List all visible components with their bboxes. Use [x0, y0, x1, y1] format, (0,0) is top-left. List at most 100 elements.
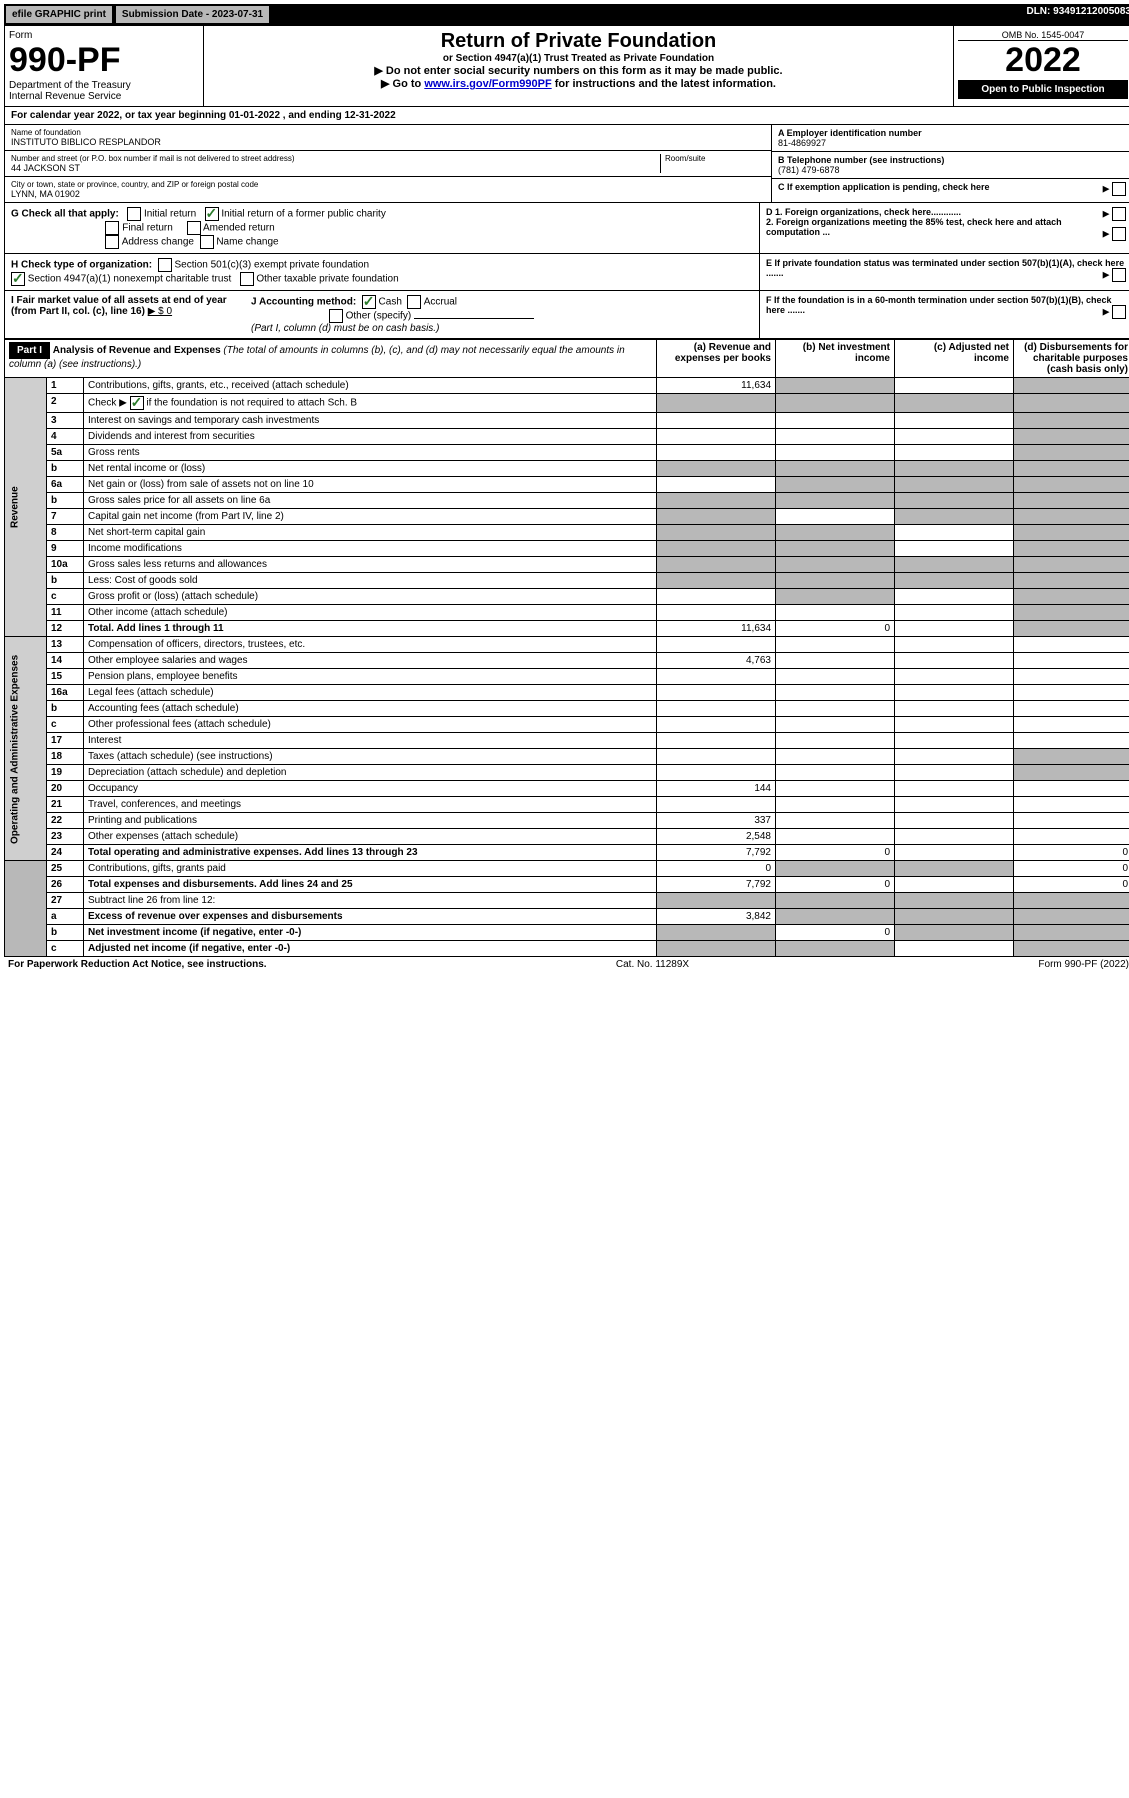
- i-label: I Fair market value of all assets at end…: [11, 295, 227, 317]
- j-accrual-checkbox[interactable]: [407, 295, 421, 309]
- foundation-name: INSTITUTO BIBLICO RESPLANDOR: [11, 137, 765, 147]
- line-no: c: [47, 589, 84, 605]
- line-desc: Net investment income (if negative, ente…: [88, 927, 301, 938]
- i-val: ▶ $ 0: [148, 306, 172, 317]
- line-desc: Net gain or (loss) from sale of assets n…: [84, 477, 657, 493]
- line-desc: Check ▶ if the foundation is not require…: [84, 394, 657, 413]
- col-c: (c) Adjusted net income: [895, 340, 1014, 378]
- section-h: H Check type of organization: Section 50…: [4, 254, 1129, 291]
- b-label: B Telephone number (see instructions): [778, 155, 1126, 165]
- col-a: (a) Revenue and expenses per books: [657, 340, 776, 378]
- g-opt4: Initial return of a former public charit…: [221, 209, 386, 220]
- d1-checkbox[interactable]: [1112, 207, 1126, 221]
- amt-a: 144: [657, 781, 776, 797]
- amt-b: 0: [776, 925, 895, 941]
- addr: 44 JACKSON ST: [11, 163, 660, 173]
- form-header: Form 990-PF Department of the Treasury I…: [4, 25, 1129, 107]
- f-label: F If the foundation is in a 60-month ter…: [766, 295, 1112, 315]
- e-checkbox[interactable]: [1112, 268, 1126, 282]
- h-label: H Check type of organization:: [11, 260, 152, 271]
- c-checkbox[interactable]: [1112, 182, 1126, 196]
- j-label: J Accounting method:: [251, 297, 356, 308]
- amt-a: 7,792: [657, 845, 776, 861]
- line-no: 2: [47, 394, 84, 413]
- line-no: b: [47, 701, 84, 717]
- line-no: 9: [47, 541, 84, 557]
- amt-a: 11,634: [657, 378, 776, 394]
- part1-title: Analysis of Revenue and Expenses: [53, 345, 221, 356]
- line-no: c: [47, 941, 84, 957]
- line-no: 16a: [47, 685, 84, 701]
- city-label: City or town, state or province, country…: [11, 180, 765, 189]
- section-g: G Check all that apply: Initial return I…: [4, 203, 1129, 254]
- line-desc: Net rental income or (loss): [84, 461, 657, 477]
- h-other-checkbox[interactable]: [240, 272, 254, 286]
- line-desc: Contributions, gifts, grants paid: [84, 861, 657, 877]
- g-opt3: Address change: [122, 237, 194, 248]
- line-desc: Other employee salaries and wages: [84, 653, 657, 669]
- form-subtitle: or Section 4947(a)(1) Trust Treated as P…: [208, 53, 949, 64]
- g-name-checkbox[interactable]: [200, 235, 214, 249]
- submission-btn[interactable]: Submission Date - 2023-07-31: [116, 6, 269, 23]
- amt-b: 0: [776, 621, 895, 637]
- g-opt1: Initial return: [144, 209, 196, 220]
- line-no: 4: [47, 429, 84, 445]
- form-title: Return of Private Foundation: [208, 30, 949, 53]
- open-inspection: Open to Public Inspection: [958, 80, 1128, 99]
- line-no: 19: [47, 765, 84, 781]
- line-no: 5a: [47, 445, 84, 461]
- j-cash: Cash: [379, 297, 402, 308]
- line-no: 22: [47, 813, 84, 829]
- line-desc: Compensation of officers, directors, tru…: [84, 637, 657, 653]
- note2-prefix: ▶ Go to: [381, 78, 424, 90]
- d1: D 1. Foreign organizations, check here..…: [766, 207, 961, 217]
- col-d: (d) Disbursements for charitable purpose…: [1014, 340, 1129, 378]
- line-desc: Dividends and interest from securities: [84, 429, 657, 445]
- h-4947-checkbox[interactable]: [11, 272, 25, 286]
- amt-d: 0: [1014, 861, 1129, 877]
- amt-a: 3,842: [657, 909, 776, 925]
- line-desc: Total. Add lines 1 through 11: [88, 623, 224, 634]
- amt-b: 0: [776, 845, 895, 861]
- line-no: 20: [47, 781, 84, 797]
- d2-checkbox[interactable]: [1112, 227, 1126, 241]
- line-no: 25: [47, 861, 84, 877]
- g-address-checkbox[interactable]: [105, 235, 119, 249]
- line-no: 24: [47, 845, 84, 861]
- note2-link[interactable]: www.irs.gov/Form990PF: [424, 78, 551, 90]
- dln: DLN: 93491212005083: [1026, 6, 1129, 23]
- h-501c3-checkbox[interactable]: [158, 258, 172, 272]
- line-no: 3: [47, 413, 84, 429]
- line-desc: Accounting fees (attach schedule): [84, 701, 657, 717]
- j-other-checkbox[interactable]: [329, 309, 343, 323]
- g-initial-checkbox[interactable]: [127, 207, 141, 221]
- line-desc: Less: Cost of goods sold: [84, 573, 657, 589]
- f-checkbox[interactable]: [1112, 305, 1126, 319]
- line-desc: Other expenses (attach schedule): [84, 829, 657, 845]
- efile-btn[interactable]: efile GRAPHIC print: [6, 6, 112, 23]
- line-desc: Printing and publications: [84, 813, 657, 829]
- dept: Department of the Treasury: [9, 80, 199, 91]
- line-desc: Pension plans, employee benefits: [84, 669, 657, 685]
- line-no: 10a: [47, 557, 84, 573]
- amt-a: 2,548: [657, 829, 776, 845]
- h-opt3: Other taxable private foundation: [256, 274, 398, 285]
- line-desc: Other income (attach schedule): [84, 605, 657, 621]
- amt-b: 0: [776, 877, 895, 893]
- line-no: 15: [47, 669, 84, 685]
- g-final-checkbox[interactable]: [105, 221, 119, 235]
- line-desc: Taxes (attach schedule) (see instruction…: [84, 749, 657, 765]
- g-former-checkbox[interactable]: [205, 207, 219, 221]
- j-accrual: Accrual: [424, 297, 457, 308]
- line-desc: Capital gain net income (from Part IV, l…: [84, 509, 657, 525]
- l2-checkbox[interactable]: [130, 396, 144, 410]
- amt-a: 4,763: [657, 653, 776, 669]
- calendar-year: For calendar year 2022, or tax year begi…: [4, 107, 1129, 125]
- line-desc: Travel, conferences, and meetings: [84, 797, 657, 813]
- line-desc: Total expenses and disbursements. Add li…: [88, 879, 353, 890]
- c-label: C If exemption application is pending, c…: [778, 182, 990, 192]
- g-amended-checkbox[interactable]: [187, 221, 201, 235]
- part1-table: Part I Analysis of Revenue and Expenses …: [4, 339, 1129, 957]
- j-cash-checkbox[interactable]: [362, 295, 376, 309]
- line-desc: Net short-term capital gain: [84, 525, 657, 541]
